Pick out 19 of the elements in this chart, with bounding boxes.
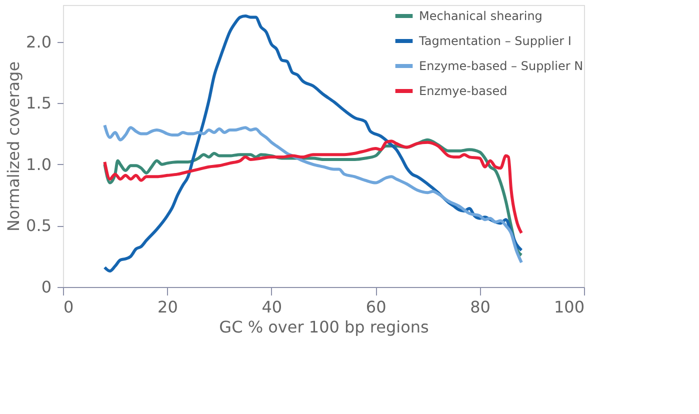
legend-label: Tagmentation – Supplier I — [418, 34, 572, 48]
y-tick-label: 0 — [41, 278, 52, 296]
x-tick-label: 60 — [366, 298, 386, 316]
x-tick-label: 100 — [554, 298, 584, 316]
x-tick-label: 80 — [470, 298, 490, 316]
x-tick-label: 0 — [64, 298, 74, 316]
y-tick-label: 2.0 — [26, 32, 52, 52]
line-series — [103, 124, 523, 264]
y-axis-title: Normalized coverage — [4, 61, 24, 232]
y-tick-label: 0.5 — [26, 216, 52, 236]
x-tick-label: 40 — [262, 298, 282, 316]
x-tick-label: 20 — [158, 298, 178, 316]
legend-label: Enzmye-based — [419, 84, 508, 98]
legend-label: Enzyme-based – Supplier N — [419, 59, 584, 73]
y-tick-label: 1.0 — [26, 154, 52, 174]
line-series — [103, 140, 523, 235]
y-tick-label: 1.5 — [26, 94, 52, 113]
legend-label: Mechanical shearing — [419, 9, 542, 23]
x-axis-title: GC % over 100 bp regions — [219, 318, 429, 336]
